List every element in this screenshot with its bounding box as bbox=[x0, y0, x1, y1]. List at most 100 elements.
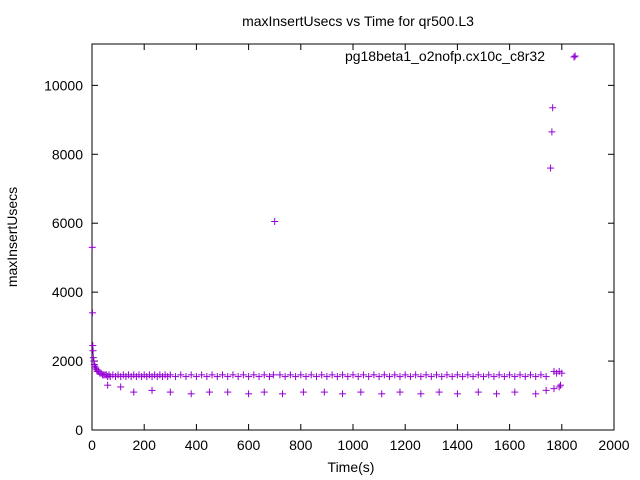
x-tick-label: 600 bbox=[237, 437, 261, 453]
data-point bbox=[453, 371, 461, 379]
x-tick-label: 1000 bbox=[337, 437, 368, 453]
data-point bbox=[91, 362, 99, 370]
data-point bbox=[386, 373, 394, 381]
data-point bbox=[427, 373, 435, 381]
x-tick-label: 0 bbox=[88, 437, 96, 453]
data-point bbox=[493, 390, 501, 398]
data-point bbox=[198, 371, 206, 379]
data-point bbox=[318, 371, 326, 379]
data-point bbox=[469, 373, 477, 381]
data-point bbox=[219, 371, 226, 379]
data-point bbox=[396, 388, 404, 396]
data-point bbox=[548, 128, 556, 136]
data-point bbox=[422, 371, 430, 379]
data-point bbox=[412, 371, 420, 379]
legend: pg18beta1_o2nofp.cx10c_c8r32 bbox=[345, 48, 578, 64]
y-tick-label: 8000 bbox=[52, 146, 83, 162]
data-point bbox=[443, 371, 451, 379]
data-point bbox=[542, 373, 550, 381]
data-point bbox=[302, 373, 310, 381]
data-point bbox=[453, 390, 461, 398]
data-point bbox=[90, 357, 98, 365]
data-point bbox=[438, 373, 446, 381]
data-point bbox=[250, 371, 258, 379]
data-point bbox=[521, 373, 529, 381]
data-point bbox=[380, 371, 388, 379]
data-point bbox=[104, 381, 112, 389]
data-point bbox=[556, 381, 564, 389]
y-tick-label: 2000 bbox=[52, 353, 83, 369]
data-point bbox=[117, 383, 125, 391]
data-point bbox=[172, 373, 180, 381]
data-point bbox=[532, 390, 540, 398]
data-point bbox=[417, 390, 425, 398]
data-point bbox=[213, 373, 221, 381]
data-point bbox=[177, 371, 185, 379]
data-point bbox=[130, 388, 138, 396]
x-tick-label: 200 bbox=[133, 437, 157, 453]
data-point bbox=[89, 354, 97, 362]
data-point bbox=[506, 371, 514, 379]
data-point bbox=[365, 373, 373, 381]
data-point bbox=[208, 371, 216, 379]
data-point bbox=[255, 373, 263, 381]
data-point bbox=[558, 369, 566, 377]
data-point bbox=[550, 385, 558, 393]
y-tick-label: 6000 bbox=[52, 215, 83, 231]
x-axis: 0 200 400 600 800 1000 1200 1400 1600 1800 2000 bbox=[88, 44, 630, 453]
y-tick-label: 0 bbox=[75, 422, 83, 438]
data-point bbox=[547, 164, 555, 172]
data-point bbox=[571, 52, 579, 60]
data-point bbox=[433, 371, 441, 379]
data-point bbox=[495, 371, 503, 379]
data-point bbox=[391, 371, 399, 379]
data-point bbox=[511, 388, 519, 396]
data-point bbox=[448, 373, 456, 381]
data-point bbox=[500, 373, 508, 381]
data-point bbox=[269, 371, 277, 379]
data-point bbox=[555, 383, 563, 391]
legend-marker bbox=[570, 53, 578, 61]
data-point bbox=[349, 371, 357, 379]
data-point bbox=[271, 217, 279, 225]
x-tick-label: 1600 bbox=[494, 437, 525, 453]
data-point bbox=[292, 373, 300, 381]
data-point bbox=[88, 243, 96, 251]
data-point bbox=[511, 373, 519, 381]
data-point bbox=[401, 371, 409, 379]
data-point bbox=[435, 388, 443, 396]
data-point bbox=[526, 371, 534, 379]
x-axis-label: Time(s) bbox=[328, 459, 375, 475]
x-tick-label: 400 bbox=[185, 437, 209, 453]
data-point bbox=[406, 373, 414, 381]
data-point bbox=[339, 371, 347, 379]
data-point bbox=[245, 390, 253, 398]
data-point bbox=[485, 371, 493, 379]
data-point bbox=[328, 371, 336, 379]
x-tick-label: 2000 bbox=[598, 437, 629, 453]
data-point bbox=[166, 371, 174, 379]
data-point bbox=[182, 373, 190, 381]
data-point bbox=[90, 361, 98, 369]
data-point bbox=[234, 373, 242, 381]
data-point bbox=[89, 347, 97, 355]
data-point bbox=[299, 388, 307, 396]
data-point bbox=[297, 371, 305, 379]
x-tick-label: 800 bbox=[289, 437, 313, 453]
data-point bbox=[187, 371, 195, 379]
data-point bbox=[464, 371, 472, 379]
data-point bbox=[93, 366, 101, 374]
data-point bbox=[276, 371, 284, 379]
data-point bbox=[239, 371, 247, 379]
data-point bbox=[549, 104, 557, 112]
data-point bbox=[281, 373, 289, 381]
data-point bbox=[187, 390, 195, 398]
data-point bbox=[307, 371, 315, 379]
data-point bbox=[260, 388, 268, 396]
data-point bbox=[279, 390, 287, 398]
data-point bbox=[370, 371, 378, 379]
data-point bbox=[224, 388, 232, 396]
data-point bbox=[229, 371, 237, 379]
y-tick-label: 10000 bbox=[44, 77, 83, 93]
data-point bbox=[359, 371, 367, 379]
